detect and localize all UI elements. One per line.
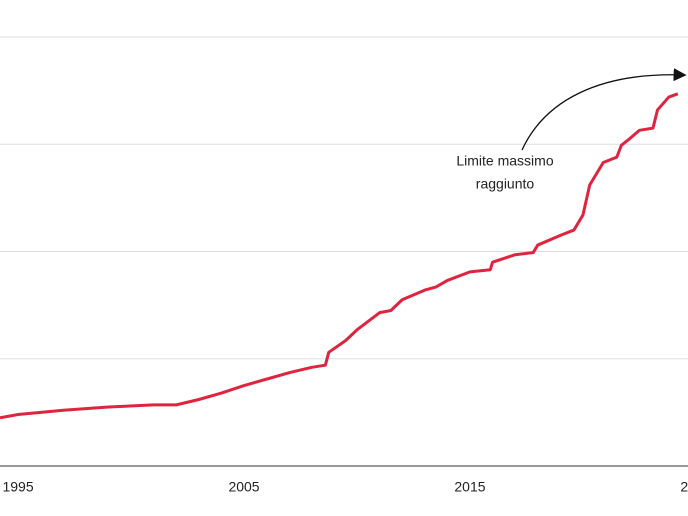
data-line <box>0 92 679 420</box>
annotation: raggiunto <box>476 176 535 192</box>
x-tick-label: 2025 <box>680 479 688 495</box>
x-tick-label: 2005 <box>228 479 259 495</box>
x-tick-label: 2015 <box>454 479 485 495</box>
annotation: Limite massimo <box>456 153 553 169</box>
annotation-arrow <box>521 68 687 151</box>
x-tick-label: 1995 <box>2 479 33 495</box>
